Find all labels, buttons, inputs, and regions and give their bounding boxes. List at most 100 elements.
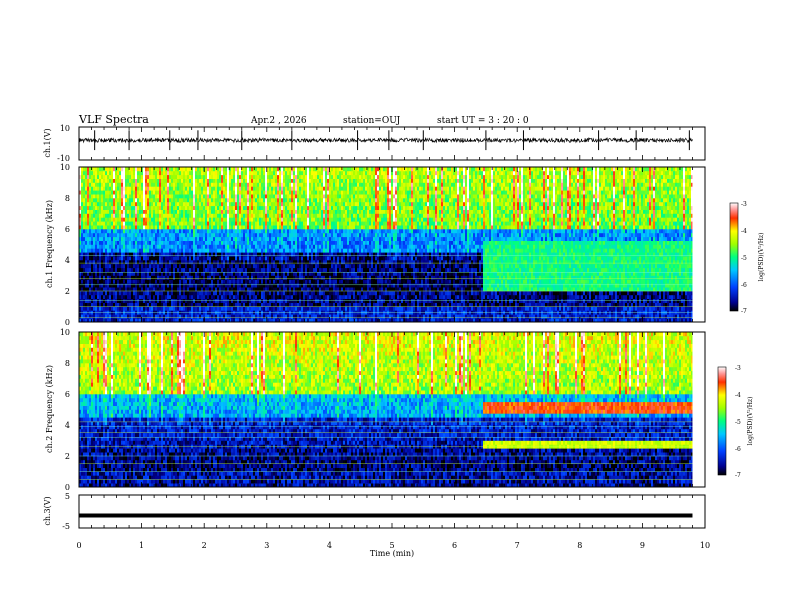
ch1-spectrogram-cell [119,287,121,291]
ch1-spectrogram-cell [85,167,87,171]
ch1-spectrogram-cell [139,245,141,249]
ch1-spectrogram-cell [127,283,129,287]
ch1-spectrogram-cell [107,194,109,198]
ch1-spectrogram-cell [139,167,141,171]
ch1-spectrogram-cell [85,202,87,206]
ch1-spectrogram-cell [127,237,129,241]
ch1-spectrogram-cell [127,171,129,175]
ch1-spectrogram-cell [109,245,111,249]
ch1-spectrogram-cell [117,256,119,260]
ch1-spectrogram-cell [109,303,111,307]
ch1-spectrogram-cell [149,237,151,241]
ch1-spectrogram-cell [115,194,117,198]
ch1-spectrogram-cell [149,179,151,183]
ch1-spectrogram-cell [85,299,87,303]
ch1-spectrogram-cell [131,225,133,229]
ch1-spectrogram-cell [133,283,135,287]
ch1-spectrogram-cell [143,221,145,225]
ch1-spectrogram-cell [113,252,115,256]
ch1-spectrogram-cell [135,291,137,295]
ch1-spectrogram-cell [97,245,99,249]
ch1-spectrogram-cell [109,291,111,295]
ch1-spectrogram-cell [135,287,137,291]
ch1-spectrogram-cell [145,268,147,272]
ch1-spectrogram-cell [81,175,83,179]
ch1-spectrogram-cell [85,237,87,241]
ch1-spectrogram-cell [135,307,137,311]
ch1-spectrogram-cell [101,256,103,260]
ch1-spectrogram-cell [121,183,123,187]
ch1-spectrogram-cell [127,217,129,221]
ch1-spectrogram-cell [99,287,101,291]
ch1-spectrogram-cell [95,291,97,295]
ch1-spectrogram-cell [139,264,141,268]
ch1-spectrogram-cell [135,248,137,252]
ch1-spectrogram-cell [111,314,113,318]
ch1-spectrogram-cell [111,303,113,307]
ch1-spectrogram-cell [85,206,87,210]
ch1-spectrogram-image [79,167,705,322]
ch1-spectrogram-cell [121,260,123,264]
ch1-spectrogram-cell [117,287,119,291]
ch1-spectrogram-cell [137,190,139,194]
ch1-spectrogram-cell [119,206,121,210]
ch1-spectrogram-cell [131,175,133,179]
ch1-spectrogram-cell [81,225,83,229]
ch1-spectrogram-cell [137,295,139,299]
ch1-spectrogram-cell [137,264,139,268]
ch1-spectrogram-cell [139,276,141,280]
ch1-spectrogram-cell [125,210,127,214]
ch1-spectrogram-cell [107,299,109,303]
ch1-spectrogram-cell [127,256,129,260]
ch1-spectrogram-cell [129,264,131,268]
ch1-spectrogram-cell [107,233,109,237]
ch1-spectrogram-cell [101,314,103,318]
ch1-spectrogram-cell [115,291,117,295]
ch1-spectrogram-cell [141,229,143,233]
ch1-spectrogram-cell [97,287,99,291]
ch1-spectrogram-cell [95,237,97,241]
ch1-spectrogram-cell [121,307,123,311]
ch1-spectrogram-cell [95,303,97,307]
ch1-spectrogram-cell [123,245,125,249]
ch1-spectrogram-cell [107,210,109,214]
ch1-spectrogram-cell [95,252,97,256]
ch1-spectrogram-cell [115,171,117,175]
ch1-spectrogram-cell [85,287,87,291]
ch1-spectrogram-cell [121,279,123,283]
ch1-spectrogram-cell [129,268,131,272]
ch1-spectrogram-cell [95,214,97,218]
ch1-spectrogram-cell [137,276,139,280]
ch1-spectrogram-cell [125,206,127,210]
ch1-spectrogram-cell [117,248,119,252]
ch1-spectrogram-cell [135,268,137,272]
ch1-spectrogram-cell [151,194,153,198]
ch1-spectrogram-cell [97,260,99,264]
ch1-spectrogram-cell [141,179,143,183]
ch1-spectrogram-cell [87,276,89,280]
ch1-spectrogram-cell [93,291,95,295]
ch1-spectrogram-cell [117,295,119,299]
ch1-spectrogram-cell [91,229,93,233]
ch1-spectrogram-cell [97,179,99,183]
ch1-spectrogram-cell [123,303,125,307]
ch1-spectrogram-cell [145,291,147,295]
ch1-spectrogram-cell [101,268,103,272]
ch1-spectrogram-cell [103,186,105,190]
ch1-spectrogram-cell [131,307,133,311]
ch1-spectrogram-cell [149,276,151,280]
ch1-spectrogram-cell [119,241,121,245]
ch1-spectrogram-cell [131,268,133,272]
ch1-spectrogram-cell [149,283,151,287]
ch1-spectrogram-cell [133,167,135,171]
ch1-spectrogram-cell [141,276,143,280]
ch1-spectrogram-cell [101,245,103,249]
ch1-spectrogram-cell [127,229,129,233]
ch1-spectrogram-cell [81,264,83,268]
ch1-spectrogram-cell [151,303,153,307]
ch1-spectrogram-cell [139,206,141,210]
ch1-spectrogram-cell [143,198,145,202]
ch1-spectrogram-cell [93,252,95,256]
ch1-spectrogram-cell [91,186,93,190]
ch1-spectrogram-cell [135,210,137,214]
